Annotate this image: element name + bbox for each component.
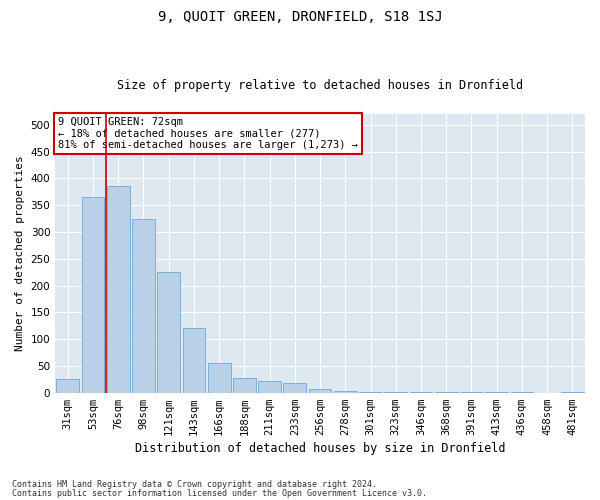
X-axis label: Distribution of detached houses by size in Dronfield: Distribution of detached houses by size … [135, 442, 505, 455]
Bar [82, 197, 104, 392]
Bar [309, 390, 331, 392]
Bar [56, 380, 79, 392]
Title: Size of property relative to detached houses in Dronfield: Size of property relative to detached ho… [117, 79, 523, 92]
Bar [132, 218, 155, 392]
Bar [107, 186, 130, 392]
Y-axis label: Number of detached properties: Number of detached properties [15, 156, 25, 351]
Bar [157, 272, 180, 392]
Bar [334, 391, 356, 392]
Bar [258, 381, 281, 392]
Bar [283, 382, 306, 392]
Bar [182, 328, 205, 392]
Text: Contains public sector information licensed under the Open Government Licence v3: Contains public sector information licen… [12, 489, 427, 498]
Text: 9 QUOIT GREEN: 72sqm
← 18% of detached houses are smaller (277)
81% of semi-deta: 9 QUOIT GREEN: 72sqm ← 18% of detached h… [58, 117, 358, 150]
Text: 9, QUOIT GREEN, DRONFIELD, S18 1SJ: 9, QUOIT GREEN, DRONFIELD, S18 1SJ [158, 10, 442, 24]
Text: Contains HM Land Registry data © Crown copyright and database right 2024.: Contains HM Land Registry data © Crown c… [12, 480, 377, 489]
Bar [208, 363, 230, 392]
Bar [233, 378, 256, 392]
